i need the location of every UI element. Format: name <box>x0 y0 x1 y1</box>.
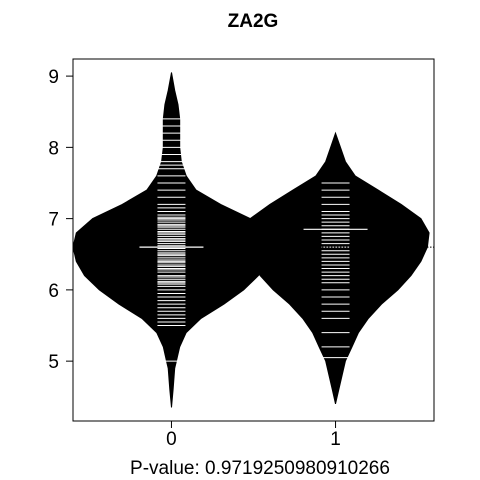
bean-1 <box>241 131 430 405</box>
y-tick-label: 5 <box>48 352 59 373</box>
x-axis-label: P-value: 0.9719250980910266 <box>130 458 390 479</box>
y-tick-label: 7 <box>48 210 59 231</box>
x-tick-label: 0 <box>166 429 177 450</box>
y-tick-label: 6 <box>48 281 59 302</box>
bean-mean-lines <box>139 228 368 248</box>
y-tick-label: 8 <box>48 138 59 159</box>
chart-title: ZA2G <box>228 11 279 32</box>
beans <box>72 72 430 408</box>
y-axis: 5 6 7 8 9 <box>48 67 74 373</box>
x-tick-label: 1 <box>330 429 341 450</box>
y-tick-label: 9 <box>48 67 59 88</box>
bean-0 <box>72 72 271 408</box>
